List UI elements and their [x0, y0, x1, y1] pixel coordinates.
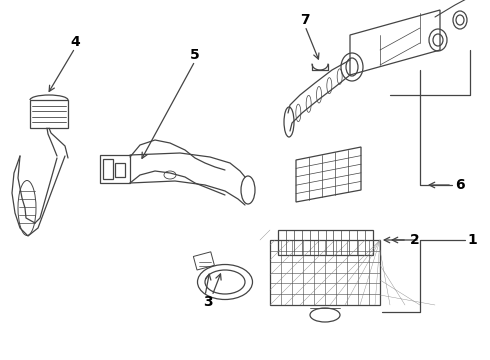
Text: 1: 1: [467, 233, 477, 247]
Text: 4: 4: [70, 35, 80, 49]
Bar: [100, 155, 130, 183]
Text: 7: 7: [300, 13, 310, 27]
Bar: [115, 163, 125, 177]
Text: 5: 5: [190, 48, 200, 62]
Bar: [194, 252, 215, 270]
Bar: [278, 230, 373, 255]
Bar: [30, 100, 68, 128]
Text: 6: 6: [455, 178, 465, 192]
Bar: [103, 159, 113, 179]
Text: 3: 3: [203, 295, 213, 309]
Text: 2: 2: [410, 233, 420, 247]
